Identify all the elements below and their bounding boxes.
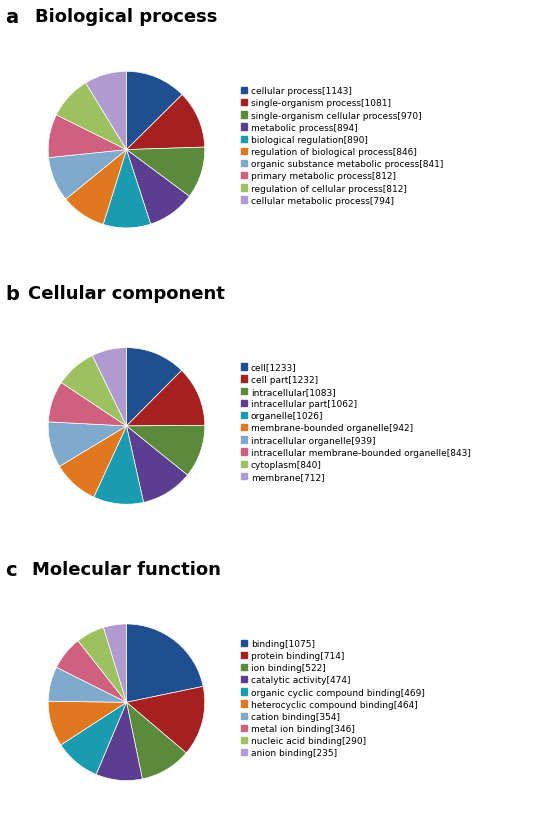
Wedge shape <box>66 151 126 225</box>
Text: Cellular component: Cellular component <box>28 284 225 302</box>
Legend: cellular process[1143], single-organism process[1081], single-organism cellular : cellular process[1143], single-organism … <box>241 87 443 205</box>
Wedge shape <box>126 349 182 426</box>
Wedge shape <box>126 371 205 426</box>
Wedge shape <box>78 628 126 702</box>
Wedge shape <box>48 701 126 745</box>
Wedge shape <box>57 641 126 702</box>
Wedge shape <box>48 667 126 702</box>
Text: a: a <box>6 8 19 27</box>
Wedge shape <box>86 72 126 151</box>
Text: b: b <box>6 284 19 303</box>
Text: Molecular function: Molecular function <box>32 561 221 578</box>
Text: c: c <box>6 561 17 580</box>
Wedge shape <box>126 426 188 503</box>
Wedge shape <box>48 151 126 200</box>
Wedge shape <box>103 151 151 229</box>
Wedge shape <box>59 426 126 498</box>
Wedge shape <box>126 686 205 753</box>
Text: Biological process: Biological process <box>35 8 218 26</box>
Wedge shape <box>126 702 186 779</box>
Wedge shape <box>103 624 127 702</box>
Wedge shape <box>48 383 126 426</box>
Wedge shape <box>126 95 205 151</box>
Wedge shape <box>56 84 126 151</box>
Wedge shape <box>126 72 182 151</box>
Wedge shape <box>96 702 142 781</box>
Wedge shape <box>94 426 144 504</box>
Legend: binding[1075], protein binding[714], ion binding[522], catalytic activity[474], : binding[1075], protein binding[714], ion… <box>241 639 425 758</box>
Wedge shape <box>61 702 126 774</box>
Legend: cell[1233], cell part[1232], intracellular[1083], intracellular part[1062], orga: cell[1233], cell part[1232], intracellul… <box>241 363 471 481</box>
Wedge shape <box>48 116 126 158</box>
Wedge shape <box>126 148 205 197</box>
Wedge shape <box>92 349 126 426</box>
Wedge shape <box>61 356 126 426</box>
Wedge shape <box>126 624 203 702</box>
Wedge shape <box>126 151 189 225</box>
Wedge shape <box>48 422 126 467</box>
Wedge shape <box>126 426 205 475</box>
